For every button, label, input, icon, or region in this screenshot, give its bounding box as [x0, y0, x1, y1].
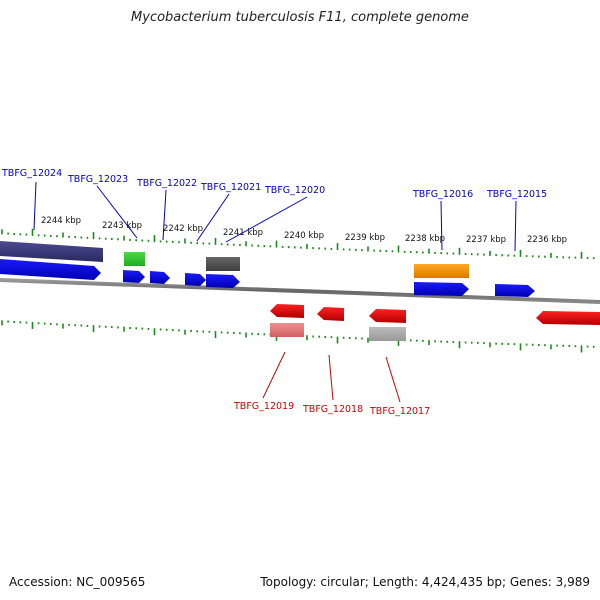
- feature-forward-arrow[interactable]: [495, 284, 535, 297]
- feature-forward-arrow[interactable]: [206, 274, 240, 288]
- forward-tick-track: [1, 228, 595, 260]
- callout-line-12016: [440, 200, 443, 251]
- callout-line-12019: [262, 351, 286, 399]
- callout-line-12023: [96, 185, 138, 239]
- callout-line-12015: [514, 200, 517, 252]
- feature-reverse-arrow[interactable]: [317, 307, 344, 321]
- feature-forward-arrow[interactable]: [0, 259, 101, 280]
- scale-label-2237: 2237 kbp: [466, 235, 506, 245]
- gene-label-TBFG_12020[interactable]: TBFG_12020: [264, 185, 325, 196]
- feature-navy-bar[interactable]: [0, 241, 103, 262]
- scale-label-2239: 2239 kbp: [345, 233, 385, 243]
- scale-label-2236: 2236 kbp: [527, 235, 567, 245]
- scale-label-2243: 2243 kbp: [102, 221, 142, 231]
- feature-reverse-arrow[interactable]: [270, 304, 304, 318]
- gene-label-TBFG_12023[interactable]: TBFG_12023: [67, 174, 128, 185]
- callout-line-12020: [225, 196, 308, 243]
- accession-text: Accession: NC_009565: [9, 575, 146, 589]
- feature-forward-arrow[interactable]: [150, 271, 170, 284]
- callout-line-12021: [196, 193, 230, 242]
- feature-forward-arrow[interactable]: [414, 282, 469, 296]
- genome-stats-text: Topology: circular; Length: 4,424,435 bp…: [260, 575, 590, 589]
- feature-reverse-arrow[interactable]: [536, 311, 600, 325]
- gene-label-TBFG_12016[interactable]: TBFG_12016: [412, 189, 473, 200]
- scale-label-2240: 2240 kbp: [284, 231, 324, 241]
- scale-label-2238: 2238 kbp: [405, 234, 445, 244]
- feature-green-bar[interactable]: [124, 252, 145, 266]
- gene-label-TBFG_12015[interactable]: TBFG_12015: [486, 189, 547, 200]
- feature-forward-arrow[interactable]: [123, 270, 145, 283]
- callout-line-12024: [33, 181, 37, 231]
- scale-label-2244: 2244 kbp: [41, 216, 81, 226]
- callout-line-12017: [385, 356, 401, 403]
- callout-line-12022: [162, 189, 167, 241]
- gene-label-TBFG_12017[interactable]: TBFG_12017: [369, 406, 430, 417]
- genome-title: Mycobacterium tuberculosis F11, complete…: [131, 10, 469, 25]
- gene-label-TBFG_12021[interactable]: TBFG_12021: [200, 182, 261, 193]
- callout-line-12018: [328, 354, 334, 401]
- feature-dark-bar[interactable]: [206, 257, 240, 271]
- genome-backbone: [0, 278, 600, 304]
- feature-grey-bar[interactable]: [369, 327, 406, 341]
- feature-orange-bar[interactable]: [414, 264, 469, 278]
- scale-label-2242: 2242 kbp: [163, 224, 203, 234]
- gene-label-TBFG_12018[interactable]: TBFG_12018: [302, 404, 363, 415]
- feature-pink-bar[interactable]: [270, 323, 304, 337]
- feature-forward-arrow[interactable]: [185, 273, 206, 286]
- gene-label-TBFG_12024[interactable]: TBFG_12024: [1, 168, 62, 179]
- gene-label-TBFG_12022[interactable]: TBFG_12022: [136, 178, 197, 189]
- feature-reverse-arrow[interactable]: [369, 309, 406, 323]
- gene-label-TBFG_12019[interactable]: TBFG_12019: [233, 401, 294, 412]
